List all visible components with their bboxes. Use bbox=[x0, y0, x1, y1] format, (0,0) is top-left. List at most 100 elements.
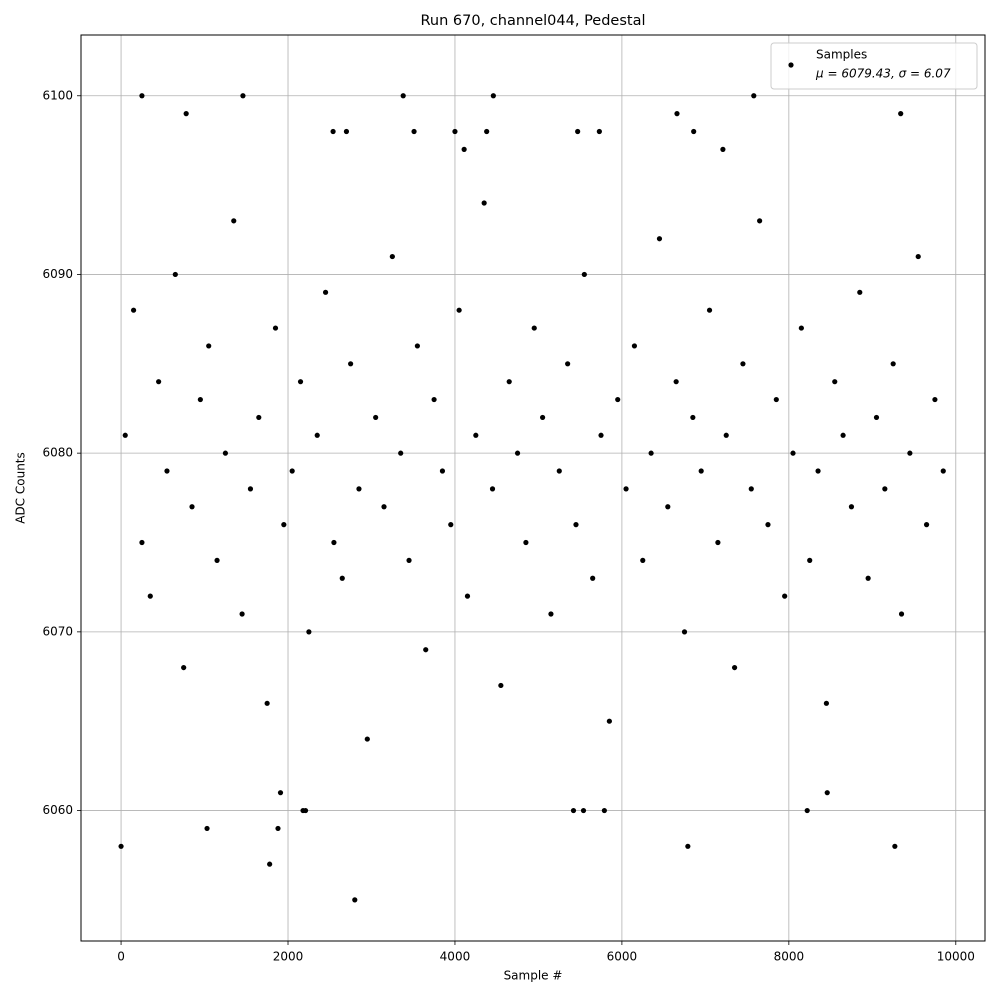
point bbox=[411, 128, 417, 135]
point bbox=[882, 486, 888, 492]
point bbox=[122, 432, 128, 438]
legend-stats: μ = 6079.43, σ = 6.07 bbox=[815, 67, 951, 81]
point bbox=[915, 253, 921, 260]
x-tick-label: 10000 bbox=[937, 950, 975, 964]
x-tick-label: 0 bbox=[117, 950, 125, 964]
point bbox=[892, 843, 898, 849]
point bbox=[681, 629, 688, 635]
point bbox=[275, 825, 281, 832]
point bbox=[277, 790, 284, 796]
point bbox=[214, 557, 220, 563]
point bbox=[865, 575, 871, 581]
point bbox=[731, 664, 738, 671]
point bbox=[823, 700, 830, 706]
point bbox=[297, 379, 304, 385]
point bbox=[514, 450, 521, 456]
point bbox=[674, 111, 680, 117]
point bbox=[302, 807, 309, 814]
x-tick-label: 2000 bbox=[273, 950, 304, 964]
point bbox=[147, 593, 153, 599]
y-tick-label: 6080 bbox=[42, 446, 73, 460]
point bbox=[932, 396, 938, 403]
point bbox=[289, 468, 295, 474]
point bbox=[267, 861, 273, 867]
point bbox=[181, 664, 187, 671]
point bbox=[804, 807, 810, 814]
point bbox=[204, 825, 210, 832]
legend-marker bbox=[788, 62, 794, 68]
point bbox=[130, 307, 137, 313]
point bbox=[281, 522, 287, 528]
point bbox=[348, 361, 354, 367]
point bbox=[484, 128, 490, 135]
point bbox=[640, 557, 646, 563]
point bbox=[606, 718, 612, 724]
point bbox=[890, 361, 896, 367]
point bbox=[751, 93, 757, 99]
point bbox=[247, 486, 254, 492]
point bbox=[565, 361, 571, 367]
point bbox=[691, 128, 697, 135]
point bbox=[907, 450, 913, 456]
point bbox=[807, 557, 813, 563]
point bbox=[798, 325, 804, 331]
point bbox=[464, 593, 471, 599]
point bbox=[373, 414, 379, 421]
point bbox=[431, 396, 437, 403]
x-axis-label: Sample # bbox=[504, 969, 563, 983]
point bbox=[339, 575, 345, 581]
point bbox=[720, 146, 726, 152]
point bbox=[698, 468, 704, 474]
point bbox=[685, 843, 691, 849]
point bbox=[240, 93, 246, 99]
point bbox=[156, 379, 162, 385]
point bbox=[343, 128, 350, 135]
point bbox=[364, 736, 370, 742]
point bbox=[322, 289, 329, 295]
point bbox=[548, 611, 554, 617]
point bbox=[773, 396, 779, 403]
point bbox=[673, 379, 679, 385]
point bbox=[556, 468, 562, 474]
legend-box bbox=[770, 42, 978, 90]
point bbox=[231, 218, 237, 224]
point bbox=[423, 647, 429, 653]
point bbox=[406, 557, 412, 563]
point bbox=[723, 432, 729, 438]
point bbox=[656, 236, 663, 242]
point bbox=[590, 575, 596, 581]
point bbox=[400, 93, 406, 99]
point bbox=[272, 325, 279, 331]
point bbox=[183, 111, 189, 117]
point bbox=[314, 432, 320, 438]
point bbox=[398, 450, 404, 456]
point bbox=[631, 343, 638, 349]
point bbox=[539, 414, 546, 421]
point bbox=[452, 128, 458, 135]
point bbox=[381, 504, 387, 510]
point bbox=[352, 897, 358, 903]
point bbox=[898, 111, 904, 117]
point bbox=[848, 504, 855, 510]
y-axis-label: ADC Counts bbox=[14, 452, 28, 524]
point bbox=[940, 468, 946, 474]
point bbox=[765, 522, 771, 528]
point bbox=[740, 361, 746, 367]
point bbox=[615, 396, 621, 403]
plot-frame bbox=[80, 34, 986, 942]
point bbox=[197, 396, 203, 403]
y-tick-label: 6090 bbox=[42, 267, 73, 281]
point bbox=[923, 522, 930, 528]
point bbox=[523, 539, 529, 546]
point bbox=[857, 289, 863, 295]
point bbox=[461, 146, 467, 152]
point bbox=[189, 504, 195, 510]
point bbox=[439, 468, 446, 474]
point bbox=[873, 414, 880, 421]
y-tick-label: 6100 bbox=[42, 88, 73, 102]
point bbox=[489, 486, 496, 492]
point bbox=[172, 271, 178, 278]
x-tick-label: 8000 bbox=[774, 950, 805, 964]
point bbox=[330, 128, 336, 135]
series bbox=[118, 93, 946, 903]
